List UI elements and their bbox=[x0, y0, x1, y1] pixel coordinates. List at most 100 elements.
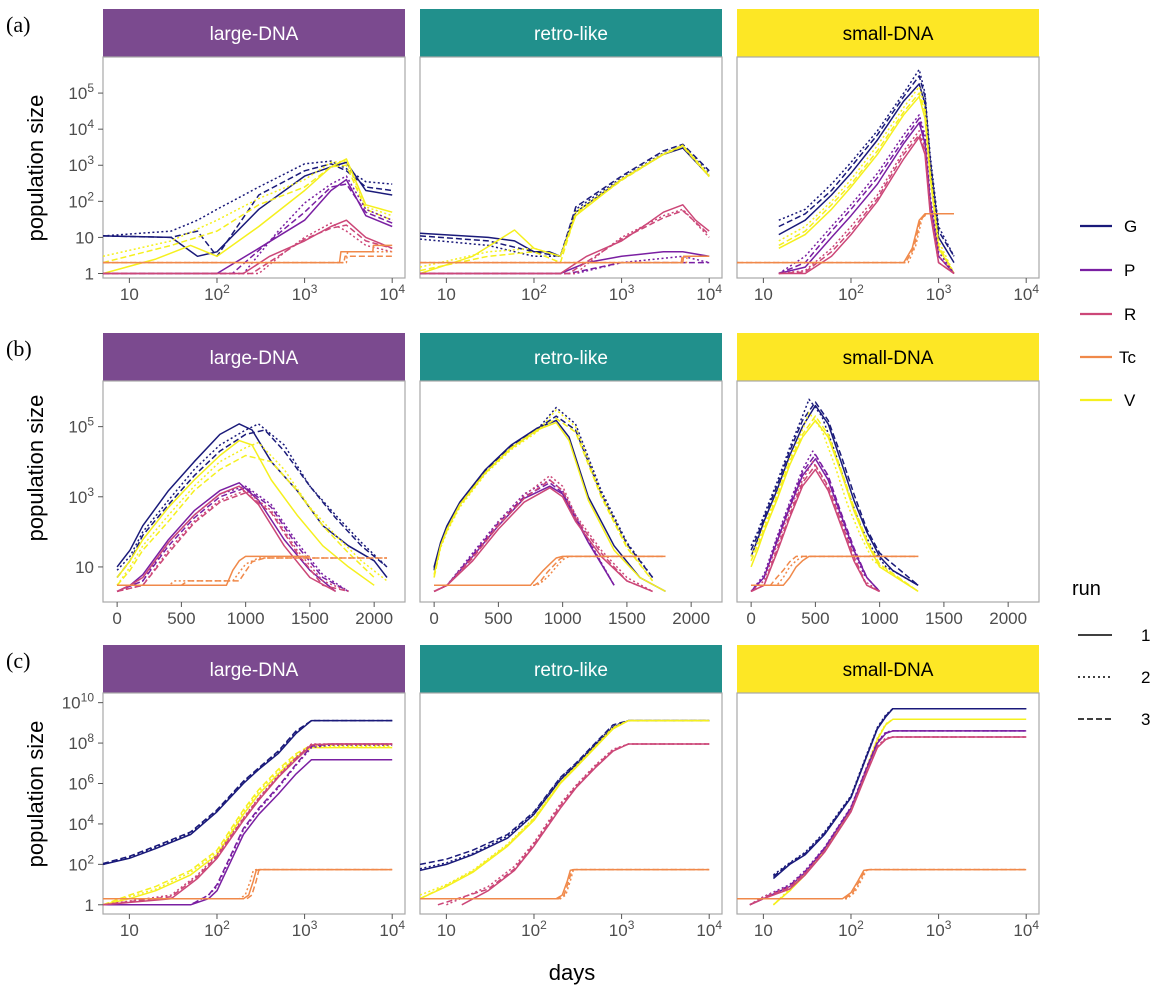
plot-area bbox=[736, 380, 1040, 603]
series-group bbox=[737, 707, 1027, 906]
legend-label-R: R bbox=[1124, 305, 1136, 324]
x-tick-label: 102 bbox=[521, 282, 547, 304]
series-group bbox=[103, 719, 393, 906]
facet-large-DNA-1: large-DNA 0 500 1000 1500 2000 10 103 105 bbox=[68, 333, 406, 628]
series-line-G-run2 bbox=[750, 398, 919, 586]
series-line-V-run3 bbox=[778, 92, 955, 274]
x-tick-label: 1000 bbox=[544, 609, 582, 628]
facet-large-DNA-2: large-DNA 10 102 103 104 1 102 104 106 108 1010 bbox=[62, 645, 406, 940]
series-group bbox=[420, 143, 710, 275]
x-tick-label: 102 bbox=[838, 282, 864, 304]
series-line-P-run2 bbox=[103, 175, 393, 275]
series-group bbox=[737, 68, 955, 275]
series-line-G-run2 bbox=[103, 160, 393, 237]
y-tick-label: 102 bbox=[68, 852, 94, 874]
panel-grid: large-DNA 10 102 103 104 1 10 102 103 104 105 retro… bbox=[62, 9, 1040, 940]
x-tick-label: 500 bbox=[167, 609, 195, 628]
y-axis-label-a: population size bbox=[23, 95, 48, 242]
x-tick-label: 103 bbox=[292, 282, 318, 304]
series-line-R-run3 bbox=[420, 209, 710, 275]
facet-retro-like-1: retro-like 0 500 1000 1500 2000 bbox=[419, 333, 723, 628]
series-line-G-run3 bbox=[116, 429, 388, 578]
x-tick-label: 10 bbox=[754, 285, 773, 304]
series-line-V-run3 bbox=[103, 164, 393, 264]
facet-small-DNA-1: small-DNA 0 500 1000 1500 2000 bbox=[736, 333, 1040, 628]
series-line-V-run3 bbox=[420, 719, 710, 900]
series-line-Tc-run3 bbox=[737, 213, 954, 264]
plot-area bbox=[419, 692, 723, 915]
x-tick-label: 104 bbox=[379, 282, 405, 304]
y-tick-label: 103 bbox=[68, 485, 94, 507]
series-line-G-run3 bbox=[750, 401, 919, 586]
series-line-R-run3 bbox=[750, 464, 880, 593]
facet-strip-label: small-DNA bbox=[843, 660, 934, 681]
series-line-V-run1 bbox=[750, 419, 919, 593]
series-line-Tc-run3 bbox=[737, 868, 1027, 900]
facet-large-DNA-0: large-DNA 10 102 103 104 1 10 102 103 104 105 bbox=[68, 9, 406, 304]
legend: G P R Tc V run 1 2 3 bbox=[1072, 217, 1150, 729]
series-line-G-run1 bbox=[103, 161, 393, 258]
legend-item-run-3: 3 bbox=[1078, 710, 1150, 729]
series-line-V-run2 bbox=[103, 745, 393, 906]
facet-strip-label: large-DNA bbox=[210, 24, 299, 45]
facet-strip bbox=[103, 333, 405, 381]
y-tick-label: 105 bbox=[68, 81, 94, 103]
y-tick-label: 10 bbox=[75, 558, 94, 577]
series-line-R-run3 bbox=[433, 479, 653, 593]
facet-small-DNA-2: small-DNA 10 102 103 104 bbox=[736, 645, 1040, 940]
series-line-G-run3 bbox=[103, 719, 393, 865]
x-tick-label: 103 bbox=[609, 918, 635, 940]
series-line-Tc-run3 bbox=[420, 868, 710, 900]
facet-strip bbox=[737, 645, 1039, 693]
y-tick-label: 1 bbox=[85, 264, 94, 283]
series-line-V-run1 bbox=[116, 439, 375, 586]
series-line-P-run2 bbox=[750, 450, 881, 592]
x-tick-label: 104 bbox=[379, 918, 405, 940]
series-line-R-run3 bbox=[749, 736, 1027, 906]
facet-strip-label: retro-like bbox=[534, 660, 608, 681]
x-tick-label: 10 bbox=[437, 921, 456, 940]
facet-strip bbox=[103, 645, 405, 693]
series-line-V-run3 bbox=[750, 415, 919, 593]
x-tick-label: 10 bbox=[120, 921, 139, 940]
series-line-P-run1 bbox=[103, 758, 393, 906]
x-tick-label: 1500 bbox=[608, 609, 646, 628]
series-line-G-run1 bbox=[778, 83, 955, 263]
legend-label-P: P bbox=[1124, 261, 1135, 280]
facet-strip bbox=[737, 9, 1039, 57]
facet-strip-label: large-DNA bbox=[210, 660, 299, 681]
series-line-G-run3 bbox=[103, 163, 393, 258]
series-line-R-run3 bbox=[116, 492, 349, 593]
y-tick-label: 10 bbox=[75, 228, 94, 247]
series-line-Tc-run1 bbox=[117, 555, 310, 587]
series-line-V-run2 bbox=[116, 441, 388, 586]
x-tick-label: 500 bbox=[801, 609, 829, 628]
facet-strip bbox=[737, 333, 1039, 381]
series-line-Tc-run2 bbox=[420, 868, 710, 900]
series-line-V-run2 bbox=[103, 160, 393, 258]
x-tick-label: 10 bbox=[120, 285, 139, 304]
x-tick-label: 0 bbox=[112, 609, 121, 628]
series-line-V-run1 bbox=[103, 158, 393, 275]
facet-strip bbox=[420, 9, 722, 57]
y-axis-label-b: population size bbox=[23, 395, 48, 542]
legend-item-run-1: 1 bbox=[1078, 626, 1150, 645]
x-tick-label: 103 bbox=[292, 918, 318, 940]
y-tick-label: 105 bbox=[68, 415, 94, 437]
series-line-Tc-run3 bbox=[434, 555, 666, 587]
series-line-G-run2 bbox=[116, 423, 388, 571]
x-tick-label: 0 bbox=[746, 609, 755, 628]
x-tick-label: 10 bbox=[437, 285, 456, 304]
row-0: large-DNA 10 102 103 104 1 10 102 103 104 105 retro… bbox=[68, 9, 1040, 304]
facet-strip bbox=[420, 645, 722, 693]
legend-item-run-2: 2 bbox=[1078, 668, 1150, 687]
panel-letter-b: (b) bbox=[6, 336, 32, 361]
facet-retro-like-2: retro-like 10 102 103 104 bbox=[419, 645, 723, 940]
series-line-V-run3 bbox=[433, 417, 654, 582]
x-tick-label: 1500 bbox=[925, 609, 963, 628]
legend-item-G: G bbox=[1080, 217, 1137, 236]
series-line-P-run3 bbox=[116, 487, 349, 593]
x-tick-label: 103 bbox=[926, 282, 952, 304]
